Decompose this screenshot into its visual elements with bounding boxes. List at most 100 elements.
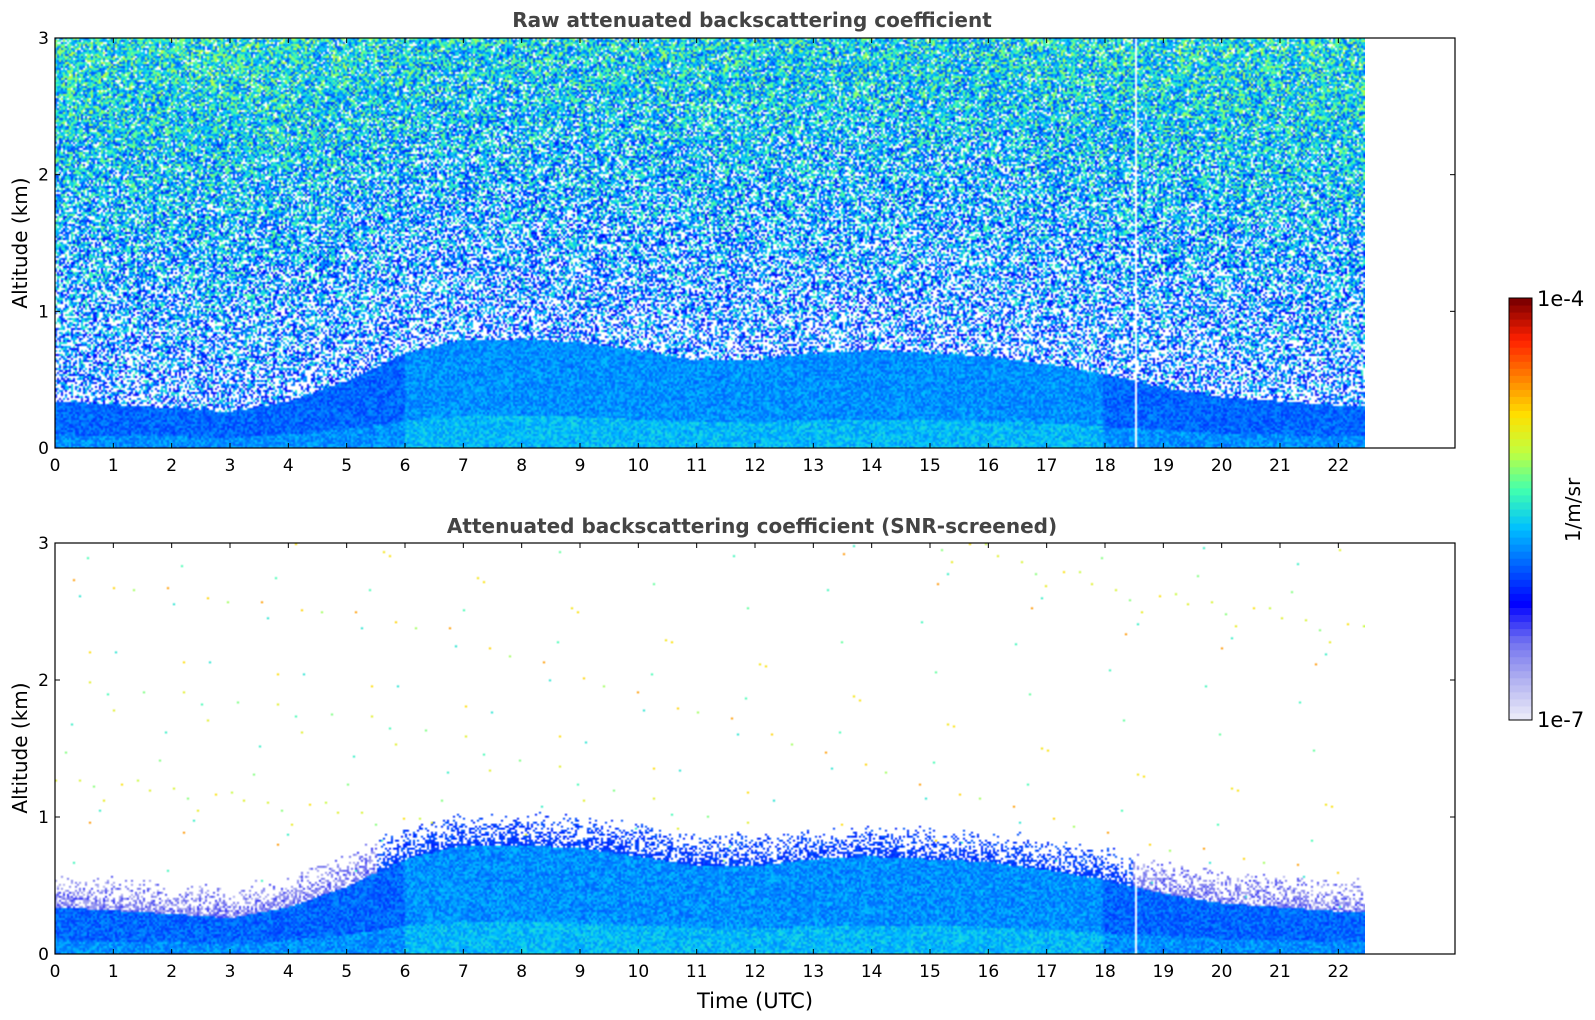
colorbar-step xyxy=(1509,431,1532,440)
x-tick-label: 4 xyxy=(283,962,294,982)
colorbar-step xyxy=(1509,326,1532,334)
colorbar-step xyxy=(1509,614,1532,623)
colorbar-step xyxy=(1509,600,1532,608)
colorbar-frame xyxy=(1508,297,1533,721)
colorbar-max-label: 1e-4 xyxy=(1537,287,1584,311)
x-axis-label: Time (UTC) xyxy=(696,989,813,1013)
colorbar-step xyxy=(1509,340,1532,348)
x-tick-label: 7 xyxy=(458,962,469,982)
x-tick-label: 0 xyxy=(50,456,61,476)
colorbar-step xyxy=(1509,354,1532,362)
x-tick-label: 1 xyxy=(108,962,119,982)
y-tick-label: 2 xyxy=(38,166,49,186)
x-tick-label: 16 xyxy=(978,962,1000,982)
colorbar-step xyxy=(1509,487,1532,496)
colorbar-step xyxy=(1509,438,1532,447)
colorbar-step xyxy=(1509,396,1532,404)
colorbar-step xyxy=(1509,347,1532,355)
x-tick-label: 10 xyxy=(628,456,650,476)
colorbar-step xyxy=(1509,298,1532,306)
colorbar-step xyxy=(1509,305,1532,313)
y-tick-label: 1 xyxy=(38,302,49,322)
colorbar-step xyxy=(1509,501,1532,510)
y-tick-label: 1 xyxy=(38,808,49,828)
colorbar-step xyxy=(1509,466,1532,475)
colorbar-step xyxy=(1509,375,1532,383)
colorbar-step xyxy=(1509,565,1532,573)
x-tick-label: 5 xyxy=(341,962,352,982)
x-tick-label: 19 xyxy=(1153,456,1175,476)
x-tick-label: 2 xyxy=(166,456,177,476)
x-tick-label: 3 xyxy=(225,456,236,476)
colorbar-step xyxy=(1509,628,1532,637)
colorbar-step xyxy=(1509,361,1532,369)
colorbar-step xyxy=(1509,642,1532,651)
colorbar-step xyxy=(1509,312,1532,320)
bottom-x-axis: 0 1 2 3 4 5 6 7 8 9 10 11 12 13 14 15 16 17 18 19 20 21 22 xyxy=(50,543,1350,982)
colorbar-step xyxy=(1509,537,1532,545)
x-tick-label: 22 xyxy=(1328,456,1350,476)
x-tick-label: 22 xyxy=(1328,962,1350,982)
y-tick-label: 3 xyxy=(38,534,49,554)
x-tick-label: 15 xyxy=(919,456,941,476)
colorbar-step xyxy=(1509,410,1532,419)
x-tick-label: 18 xyxy=(1094,456,1116,476)
colorbar-step xyxy=(1509,593,1532,601)
colorbar-step xyxy=(1509,319,1532,327)
y-tick-label: 2 xyxy=(38,671,49,691)
colorbar-step xyxy=(1509,417,1532,426)
bottom-y-axis-label: Altitude (km) xyxy=(8,682,32,813)
colorbar-step xyxy=(1509,473,1532,482)
x-tick-label: 7 xyxy=(458,456,469,476)
colorbar-step xyxy=(1509,445,1532,454)
colorbar-step xyxy=(1509,382,1532,390)
x-tick-label: 19 xyxy=(1153,962,1175,982)
colorbar-step xyxy=(1509,677,1532,686)
x-tick-label: 8 xyxy=(516,962,527,982)
x-tick-label: 14 xyxy=(861,962,883,982)
x-tick-label: 6 xyxy=(400,456,411,476)
x-tick-label: 18 xyxy=(1094,962,1116,982)
x-tick-label: 13 xyxy=(803,456,825,476)
colorbar-step xyxy=(1509,558,1532,566)
colorbar-step xyxy=(1509,459,1532,468)
colorbar-step xyxy=(1509,705,1532,714)
colorbar-step xyxy=(1509,516,1532,524)
top-y-axis-label: Altitude (km) xyxy=(8,177,32,308)
colorbar-step xyxy=(1509,452,1532,461)
x-tick-label: 0 xyxy=(50,962,61,982)
x-tick-label: 13 xyxy=(803,962,825,982)
x-tick-label: 9 xyxy=(575,962,586,982)
colorbar-step xyxy=(1509,572,1532,580)
colorbar-step xyxy=(1509,621,1532,630)
colorbar-step xyxy=(1509,635,1532,644)
x-tick-label: 16 xyxy=(978,456,1000,476)
colorbar-step xyxy=(1509,424,1532,433)
colorbar-min-label: 1e-7 xyxy=(1537,708,1584,732)
colorbar-step xyxy=(1509,333,1532,341)
y-tick-label: 0 xyxy=(38,439,49,459)
colorbar-step xyxy=(1509,509,1532,517)
colorbar-step xyxy=(1509,494,1532,503)
x-tick-label: 12 xyxy=(744,456,766,476)
x-tick-label: 5 xyxy=(341,456,352,476)
y-tick-label: 3 xyxy=(38,29,49,49)
x-tick-label: 10 xyxy=(628,962,650,982)
x-tick-label: 14 xyxy=(861,456,883,476)
colorbar-step xyxy=(1509,684,1532,693)
colorbar-step xyxy=(1509,698,1532,707)
colorbar-step xyxy=(1509,656,1532,665)
colorbar-step xyxy=(1509,579,1532,587)
x-tick-label: 8 xyxy=(516,456,527,476)
colorbar-step xyxy=(1509,480,1532,489)
x-tick-label: 17 xyxy=(1036,456,1058,476)
x-tick-label: 21 xyxy=(1269,962,1291,982)
colorbar-step xyxy=(1509,523,1532,531)
colorbar-step xyxy=(1509,712,1532,721)
top-heatmap xyxy=(55,38,1365,448)
colorbar-step xyxy=(1509,368,1532,376)
bottom-panel-title: Attenuated backscattering coefficient (S… xyxy=(447,514,1057,538)
